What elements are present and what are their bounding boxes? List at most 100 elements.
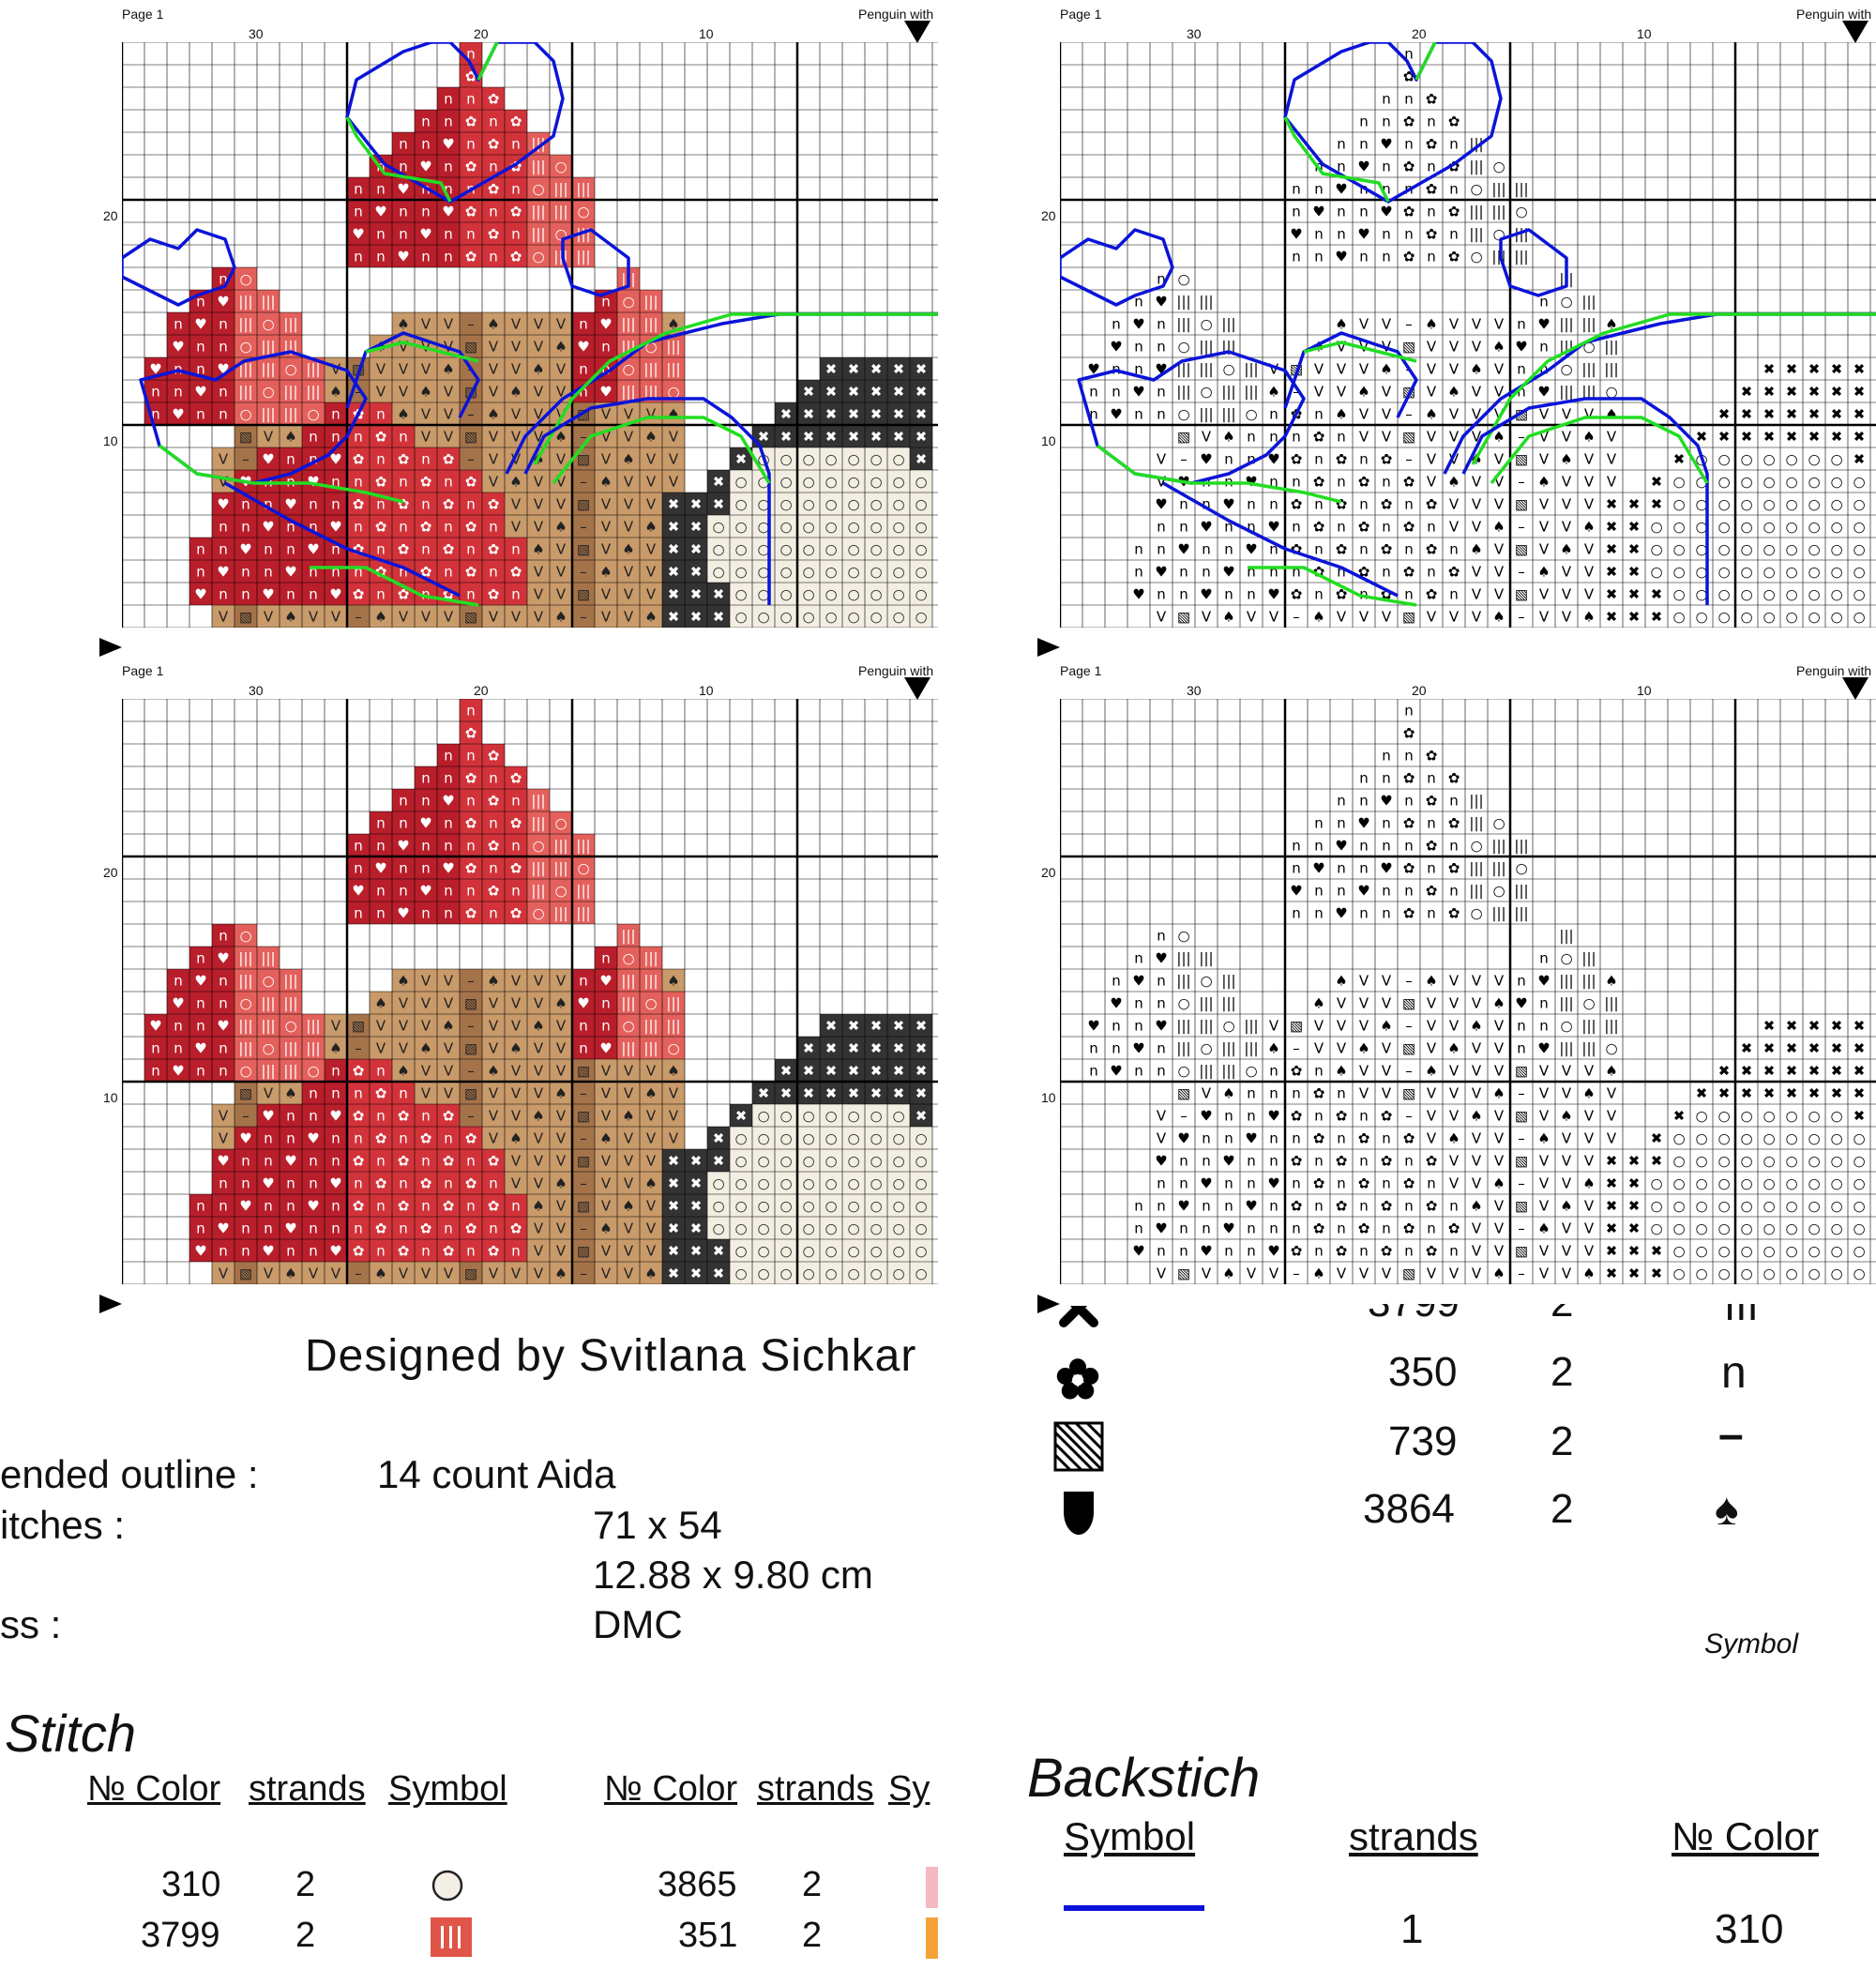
svg-text:✖: ✖ xyxy=(1763,1084,1776,1101)
svg-text:V: V xyxy=(1584,405,1595,422)
svg-text:V: V xyxy=(1494,563,1505,580)
svg-text:♥: ♥ xyxy=(1245,540,1257,557)
svg-text:|||: ||| xyxy=(531,158,545,174)
svg-text:✖: ✖ xyxy=(668,1242,680,1259)
svg-text:♠: ♠ xyxy=(1335,1062,1347,1079)
svg-text:V: V xyxy=(1382,383,1392,400)
svg-text:n: n xyxy=(579,972,588,989)
svg-text:○: ○ xyxy=(779,608,792,625)
svg-text:○: ○ xyxy=(825,1220,837,1236)
svg-text:✖: ✖ xyxy=(915,1017,928,1034)
svg-text:✖: ✖ xyxy=(1786,360,1798,377)
svg-text:✖: ✖ xyxy=(1628,563,1641,580)
svg-text:n: n xyxy=(1202,1197,1211,1214)
svg-text:♠: ♠ xyxy=(487,972,499,989)
stitch-grid: n✿n n ✿n n ✿ n ✿n n ♥ n ✿ n |||n n ♥ n ✿ n ✿ ||| ○n n ♥ n n n ✿ n ○ |… xyxy=(122,699,938,1284)
svg-text:✖: ✖ xyxy=(915,1084,928,1101)
svg-text:V: V xyxy=(1472,585,1482,602)
svg-text:n: n xyxy=(1247,1152,1256,1169)
svg-text:♥: ♥ xyxy=(442,203,454,220)
svg-text:♥: ♥ xyxy=(307,1197,319,1214)
svg-text:♠: ♠ xyxy=(1492,1265,1505,1281)
svg-text:✖: ✖ xyxy=(1718,405,1731,422)
svg-text:|||: ||| xyxy=(283,1062,297,1079)
svg-text:✖: ✖ xyxy=(713,585,725,602)
svg-text:n: n xyxy=(1337,135,1346,152)
svg-text:V: V xyxy=(1382,1062,1392,1079)
svg-text:V: V xyxy=(646,473,657,490)
svg-text:♠: ♠ xyxy=(667,972,679,989)
svg-text:–: – xyxy=(1405,972,1413,989)
svg-text:♥: ♥ xyxy=(194,1039,206,1056)
svg-text:○: ○ xyxy=(1717,1129,1730,1146)
svg-text:✖: ✖ xyxy=(1606,1242,1618,1259)
table-row-3-color: 3865 xyxy=(658,1865,737,1904)
svg-text:|||: ||| xyxy=(1581,383,1596,400)
svg-text:n: n xyxy=(1089,1062,1098,1079)
svg-text:n: n xyxy=(331,1152,340,1169)
svg-text:n: n xyxy=(489,859,498,876)
svg-text:✿: ✿ xyxy=(1291,1152,1303,1169)
svg-text:○: ○ xyxy=(734,518,747,535)
svg-text:n: n xyxy=(196,1017,205,1034)
svg-text:✖: ✖ xyxy=(870,405,883,422)
svg-text:n: n xyxy=(1382,1174,1391,1191)
svg-text:|||: ||| xyxy=(643,949,658,966)
svg-text:V: V xyxy=(1359,338,1369,355)
table-row-4-color: 351 xyxy=(678,1916,738,1955)
svg-text:|||: ||| xyxy=(643,360,658,377)
svg-text:V: V xyxy=(511,428,522,445)
svg-text:n: n xyxy=(376,1242,386,1259)
svg-text:V: V xyxy=(556,1197,567,1214)
svg-text:|||: ||| xyxy=(643,383,658,400)
svg-text:n: n xyxy=(1157,270,1166,287)
svg-text:–: – xyxy=(1518,428,1525,445)
svg-text:V: V xyxy=(1584,495,1595,512)
svg-text:✖: ✖ xyxy=(1741,1084,1753,1101)
svg-text:✖: ✖ xyxy=(848,383,860,400)
svg-text:✿: ✿ xyxy=(443,450,455,467)
svg-text:V: V xyxy=(646,1129,657,1146)
svg-text:✖: ✖ xyxy=(870,1084,883,1101)
svg-text:n: n xyxy=(399,518,408,535)
svg-text:♥: ♥ xyxy=(442,859,454,876)
svg-text:n: n xyxy=(421,495,431,512)
svg-text:▧: ▧ xyxy=(577,1242,590,1259)
svg-text:n: n xyxy=(1314,585,1324,602)
svg-text:○: ○ xyxy=(239,270,251,287)
svg-text:V: V xyxy=(624,585,634,602)
svg-text:|||: ||| xyxy=(1221,994,1235,1011)
svg-text:V: V xyxy=(1359,360,1369,377)
svg-text:✿: ✿ xyxy=(375,1129,387,1146)
svg-text:✖: ✖ xyxy=(713,1242,725,1259)
svg-text:V: V xyxy=(1359,608,1369,625)
svg-text:✖: ✖ xyxy=(1853,405,1866,422)
svg-text:✿: ✿ xyxy=(1313,428,1325,445)
svg-text:○: ○ xyxy=(757,1265,769,1281)
svg-text:✖: ✖ xyxy=(1651,495,1663,512)
svg-text:V: V xyxy=(511,1107,522,1124)
svg-text:n: n xyxy=(1292,1220,1301,1236)
svg-text:✿: ✿ xyxy=(1336,585,1348,602)
svg-text:♠: ♠ xyxy=(284,1084,296,1101)
svg-text:✖: ✖ xyxy=(1763,405,1776,422)
svg-text:○: ○ xyxy=(892,1197,904,1214)
svg-text:♥: ♥ xyxy=(239,1129,251,1146)
row-number: 10 xyxy=(1041,1090,1056,1105)
svg-text:○: ○ xyxy=(847,1107,859,1124)
stitch-heading: Stitch xyxy=(5,1704,137,1763)
outline-value: 14 count Aida xyxy=(377,1452,616,1496)
svg-text:♠: ♠ xyxy=(1357,1039,1369,1056)
svg-text:○: ○ xyxy=(1470,904,1482,921)
svg-text:V: V xyxy=(421,405,431,422)
svg-text:n: n xyxy=(1157,1242,1166,1259)
svg-text:✿: ✿ xyxy=(1426,1152,1438,1169)
svg-text:n: n xyxy=(399,225,408,242)
svg-text:○: ○ xyxy=(892,495,904,512)
svg-text:○: ○ xyxy=(1763,1129,1775,1146)
svg-text:n: n xyxy=(466,702,476,719)
svg-text:V: V xyxy=(489,1017,499,1034)
svg-text:V: V xyxy=(511,338,522,355)
svg-text:✖: ✖ xyxy=(690,495,703,512)
svg-text:V: V xyxy=(511,1017,522,1034)
